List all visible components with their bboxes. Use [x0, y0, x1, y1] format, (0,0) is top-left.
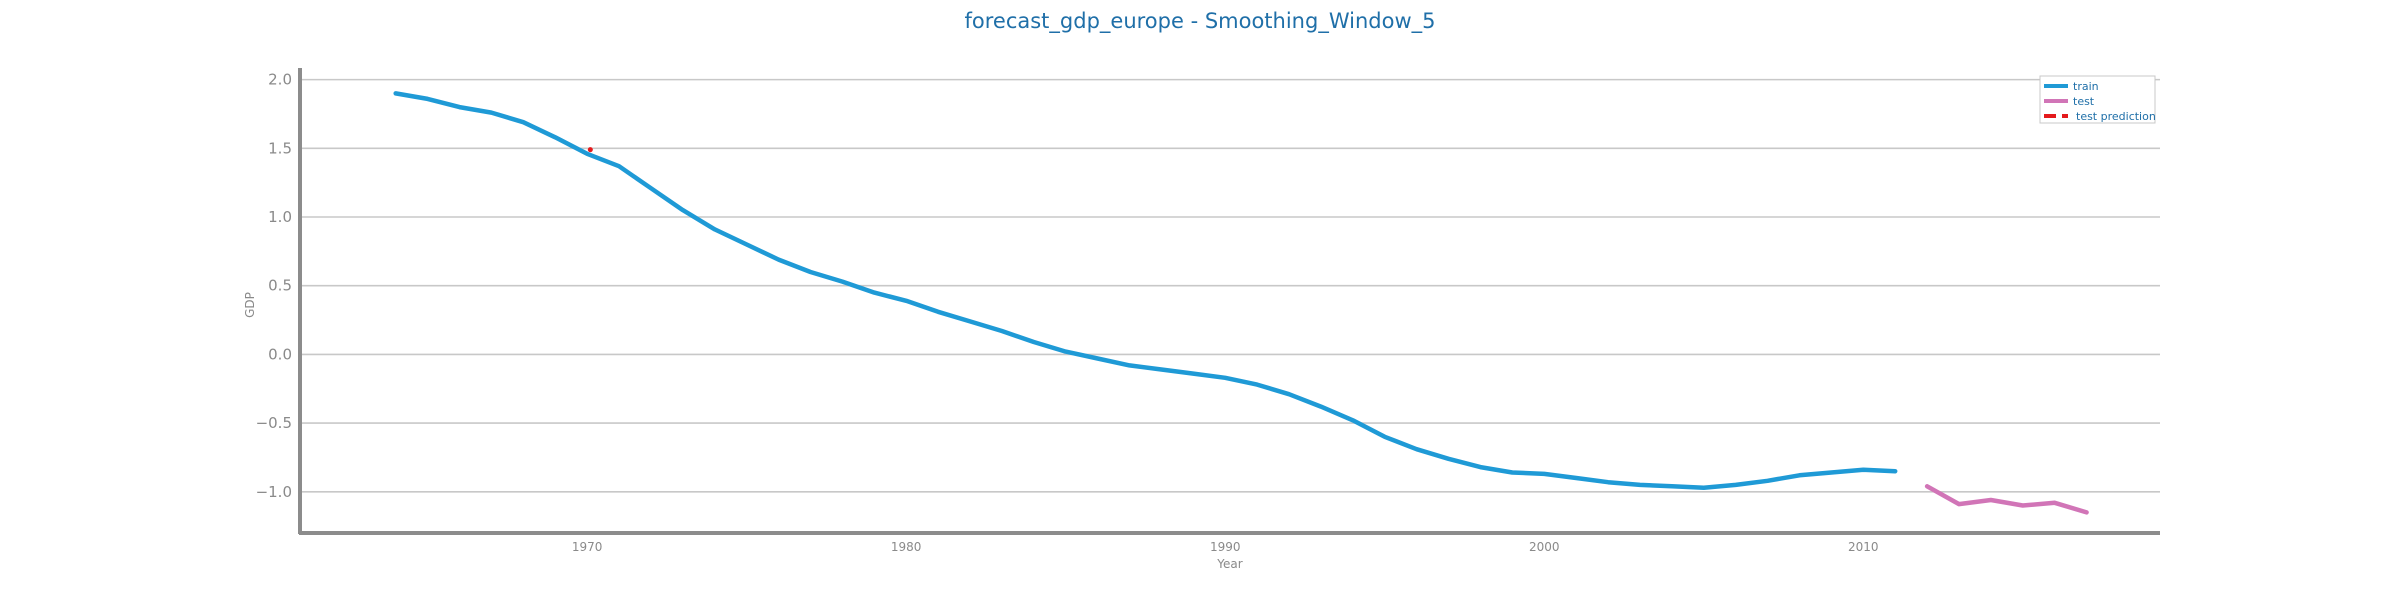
y-ticks: −1.0 −0.5 0.0 0.5 1.0 1.5 2.0 — [256, 71, 292, 501]
series-line-train — [393, 91, 1898, 490]
y-axis-label: GDP — [243, 292, 257, 318]
legend: train test test prediction — [2039, 75, 2156, 124]
x-tick-label: 2000 — [1529, 540, 1560, 554]
grid — [300, 78, 2160, 493]
y-tick-label: 2.0 — [268, 71, 292, 89]
x-axis-label: Year — [1216, 557, 1242, 571]
series-point-test-prediction — [587, 147, 593, 153]
y-tick-label: 0.0 — [268, 345, 292, 363]
x-tick-label: 1970 — [572, 540, 603, 554]
y-tick-label: −1.0 — [256, 483, 292, 501]
x-tick-label: 2010 — [1848, 540, 1879, 554]
legend-label-test: test — [2073, 95, 2095, 108]
y-tick-label: 0.5 — [268, 277, 292, 295]
y-tick-label: 1.0 — [268, 208, 292, 226]
series-group — [393, 91, 2089, 515]
x-tick-label: 1980 — [891, 540, 922, 554]
legend-label-test-prediction: test prediction — [2076, 110, 2156, 123]
x-tick-label: 1990 — [1210, 540, 1241, 554]
series-line-test — [1924, 484, 2089, 515]
y-tick-label: 1.5 — [268, 139, 292, 157]
legend-label-train: train — [2073, 80, 2099, 93]
y-tick-label: −0.5 — [256, 414, 292, 432]
axes — [298, 68, 2160, 535]
x-ticks: 1970 1980 1990 2000 2010 — [572, 540, 1879, 554]
chart-title: forecast_gdp_europe - Smoothing_Window_5 — [964, 9, 1435, 34]
